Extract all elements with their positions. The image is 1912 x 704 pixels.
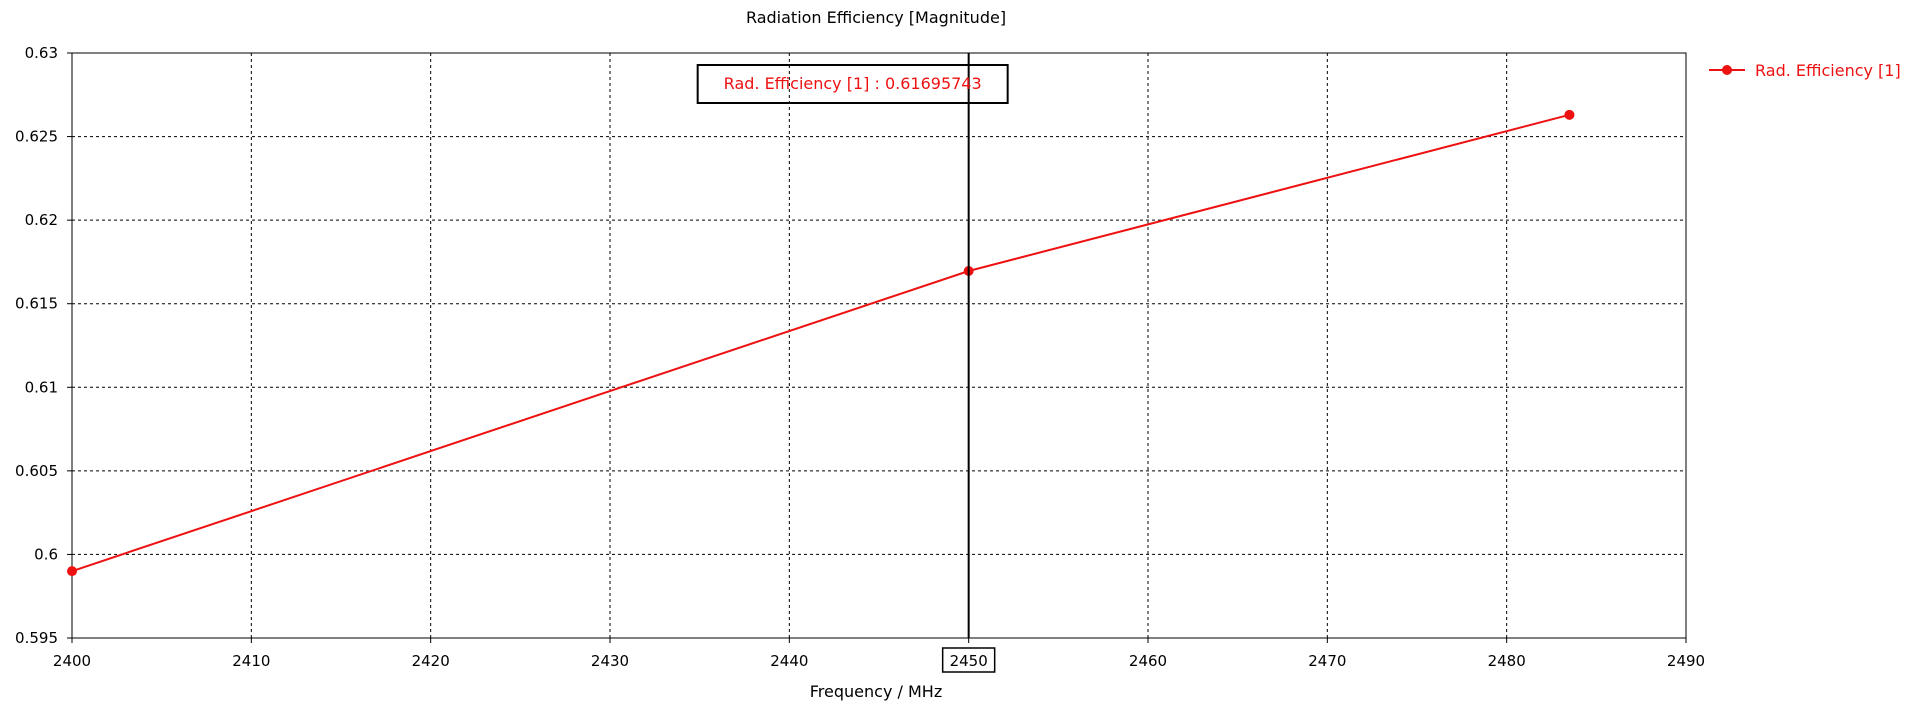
y-tick-label: 0.61: [25, 378, 58, 396]
plot-frame: [71, 52, 1687, 639]
grid-layer: [72, 53, 1686, 638]
series-point: [67, 566, 77, 577]
legend-marker: [1722, 65, 1732, 75]
marker-x-label-box: [941, 647, 996, 673]
marker-layer: 2450 Rad. Efficiency [1] : 0.61695743: [696, 53, 1009, 673]
x-tick-label: 2410: [232, 652, 270, 670]
marker-annotation-box: [696, 64, 1009, 104]
legend-label: Rad. Efficiency [1]: [1755, 61, 1901, 80]
legend-layer: Rad. Efficiency [1]: [1709, 61, 1901, 80]
x-tick-label: 2430: [591, 652, 629, 670]
x-tick-label: 2480: [1488, 652, 1526, 670]
y-tick-label: 0.605: [15, 462, 58, 480]
y-tick-label: 0.615: [15, 295, 58, 313]
x-tick-label: 2470: [1308, 652, 1346, 670]
series-point: [1564, 109, 1575, 120]
x-tick-label: 2440: [770, 652, 808, 670]
x-tick-label: 2420: [412, 652, 450, 670]
y-tick-label: 0.63: [25, 44, 58, 62]
marker-x-label: 2450: [950, 652, 988, 670]
y-tick-label: 0.625: [15, 128, 58, 146]
x-tick-label: 2460: [1129, 652, 1167, 670]
chart-title: Radiation Efficiency [Magnitude]: [746, 8, 1006, 27]
y-tick-label: 0.62: [25, 211, 58, 229]
marker-annotation-text: Rad. Efficiency [1] : 0.61695743: [724, 74, 982, 93]
y-tick-label: 0.595: [15, 629, 58, 647]
x-axis-label: Frequency / MHz: [810, 682, 942, 701]
x-tick-label: 2490: [1667, 652, 1705, 670]
series-line: [71, 113, 1570, 573]
x-tick-label: 2400: [53, 652, 91, 670]
axis-layer: 2400 2410 2420 2430 2440 2460 2470 2480 2490 0.59…: [15, 44, 1705, 670]
series-layer: [67, 109, 1575, 577]
y-tick-label: 0.6: [34, 545, 58, 563]
